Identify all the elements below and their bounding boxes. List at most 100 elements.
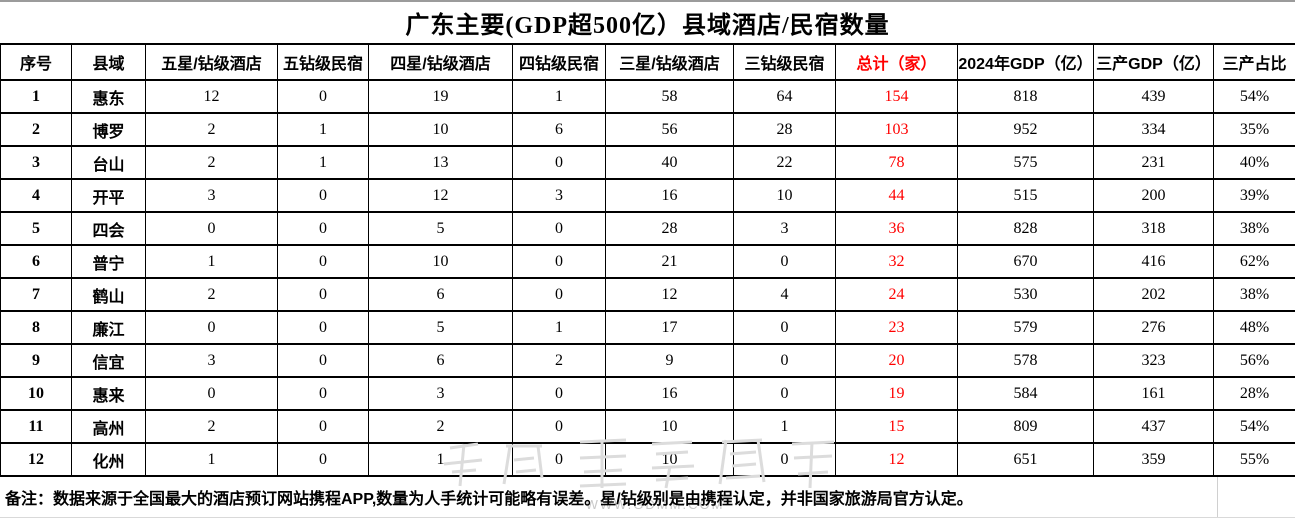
col-header-four-star-hotels: 四星/钻级酒店 [368,43,513,81]
cell-five-diamond-bnb: 0 [277,376,369,411]
cell-four-star-hotels: 5 [368,211,513,246]
cell-four-diamond-bnb: 2 [512,343,606,378]
cell-total: 19 [835,376,958,411]
cell-five-diamond-bnb: 1 [277,112,369,147]
cell-five-diamond-bnb: 0 [277,409,369,444]
table-row: 9 信宜 3 0 6 2 9 0 20 578 323 56% [0,343,1295,378]
footer-note: 备注：数据来源于全国最大的酒店预订网站携程APP,数量为人手统计可能略有误差。星… [0,477,1218,517]
table-row: 8 廉江 0 0 5 1 17 0 23 579 276 48% [0,310,1295,345]
cell-five-star-hotels: 2 [145,112,278,147]
cell-index: 7 [0,277,72,312]
table-row: 10 惠来 0 0 3 0 16 0 19 584 161 28% [0,376,1295,411]
cell-four-diamond-bnb: 6 [512,112,606,147]
cell-three-diamond-bnb: 22 [733,145,836,180]
col-header-tertiary-gdp: 三产GDP（亿） [1093,43,1214,81]
cell-gdp-2024: 579 [957,310,1094,345]
cell-three-star-hotels: 16 [605,376,734,411]
col-header-index: 序号 [0,43,72,81]
cell-tertiary-share: 35% [1213,112,1295,147]
cell-three-star-hotels: 10 [605,442,734,477]
col-header-gdp-2024: 2024年GDP（亿） [957,43,1094,81]
cell-four-star-hotels: 10 [368,112,513,147]
cell-five-diamond-bnb: 0 [277,79,369,114]
cell-tertiary-share: 38% [1213,211,1295,246]
cell-four-diamond-bnb: 0 [512,442,606,477]
cell-three-star-hotels: 17 [605,310,734,345]
cell-three-star-hotels: 10 [605,409,734,444]
cell-five-star-hotels: 3 [145,178,278,213]
cell-three-star-hotels: 56 [605,112,734,147]
cell-gdp-2024: 809 [957,409,1094,444]
cell-total: 12 [835,442,958,477]
cell-four-star-hotels: 6 [368,343,513,378]
cell-total: 103 [835,112,958,147]
page-title: 广东主要(GDP超500亿）县域酒店/民宿数量 [0,0,1295,43]
cell-four-star-hotels: 5 [368,310,513,345]
footer-row: 备注：数据来源于全国最大的酒店预订网站携程APP,数量为人手统计可能略有误差。星… [0,477,1295,518]
cell-county: 博罗 [71,112,146,147]
col-header-tertiary-share: 三产占比 [1213,43,1295,81]
table-row: 7 鹤山 2 0 6 0 12 4 24 530 202 38% [0,277,1295,312]
cell-county: 鹤山 [71,277,146,312]
cell-five-star-hotels: 1 [145,442,278,477]
cell-county: 化州 [71,442,146,477]
cell-three-diamond-bnb: 64 [733,79,836,114]
cell-four-diamond-bnb: 0 [512,277,606,312]
cell-five-star-hotels: 2 [145,145,278,180]
cell-total: 154 [835,79,958,114]
col-header-three-diamond-bnb: 三钻级民宿 [733,43,836,81]
cell-tertiary-share: 54% [1213,409,1295,444]
cell-three-diamond-bnb: 1 [733,409,836,444]
cell-tertiary-share: 56% [1213,343,1295,378]
col-header-three-star-hotels: 三星/钻级酒店 [605,43,734,81]
cell-tertiary-gdp: 318 [1093,211,1214,246]
cell-total: 20 [835,343,958,378]
table-header-row: 序号 县域 五星/钻级酒店 五钻级民宿 四星/钻级酒店 四钻级民宿 三星/钻级酒店 三钻级民宿… [0,43,1295,81]
cell-three-diamond-bnb: 0 [733,343,836,378]
cell-county: 台山 [71,145,146,180]
col-header-five-diamond-bnb: 五钻级民宿 [277,43,369,81]
cell-three-star-hotels: 58 [605,79,734,114]
cell-index: 2 [0,112,72,147]
col-header-total: 总计（家） [835,43,958,81]
cell-five-diamond-bnb: 1 [277,145,369,180]
cell-index: 1 [0,79,72,114]
cell-gdp-2024: 952 [957,112,1094,147]
cell-tertiary-gdp: 437 [1093,409,1214,444]
cell-tertiary-share: 54% [1213,79,1295,114]
cell-county: 惠来 [71,376,146,411]
cell-five-diamond-bnb: 0 [277,178,369,213]
cell-tertiary-gdp: 231 [1093,145,1214,180]
cell-three-diamond-bnb: 0 [733,310,836,345]
cell-total: 24 [835,277,958,312]
cell-tertiary-share: 55% [1213,442,1295,477]
cell-three-star-hotels: 9 [605,343,734,378]
cell-four-diamond-bnb: 3 [512,178,606,213]
table-row: 12 化州 1 0 1 0 10 0 12 651 359 55% [0,442,1295,477]
cell-five-star-hotels: 0 [145,376,278,411]
cell-county: 信宜 [71,343,146,378]
cell-gdp-2024: 584 [957,376,1094,411]
cell-four-diamond-bnb: 0 [512,211,606,246]
footer-spacer [1218,477,1295,517]
cell-five-star-hotels: 0 [145,211,278,246]
cell-tertiary-gdp: 161 [1093,376,1214,411]
table-row: 6 普宁 1 0 10 0 21 0 32 670 416 62% [0,244,1295,279]
cell-four-diamond-bnb: 0 [512,145,606,180]
cell-tertiary-share: 38% [1213,277,1295,312]
cell-four-star-hotels: 2 [368,409,513,444]
cell-three-diamond-bnb: 0 [733,376,836,411]
cell-three-diamond-bnb: 28 [733,112,836,147]
cell-index: 9 [0,343,72,378]
cell-tertiary-gdp: 202 [1093,277,1214,312]
cell-tertiary-share: 62% [1213,244,1295,279]
cell-county: 惠东 [71,79,146,114]
cell-four-diamond-bnb: 0 [512,409,606,444]
cell-three-diamond-bnb: 10 [733,178,836,213]
table-body: 1 惠东 12 0 19 1 58 64 154 818 439 54% 2 博罗 2 1 10 6 56 28 103… [0,79,1295,477]
cell-four-star-hotels: 3 [368,376,513,411]
cell-total: 23 [835,310,958,345]
cell-county: 廉江 [71,310,146,345]
cell-three-star-hotels: 16 [605,178,734,213]
cell-index: 4 [0,178,72,213]
